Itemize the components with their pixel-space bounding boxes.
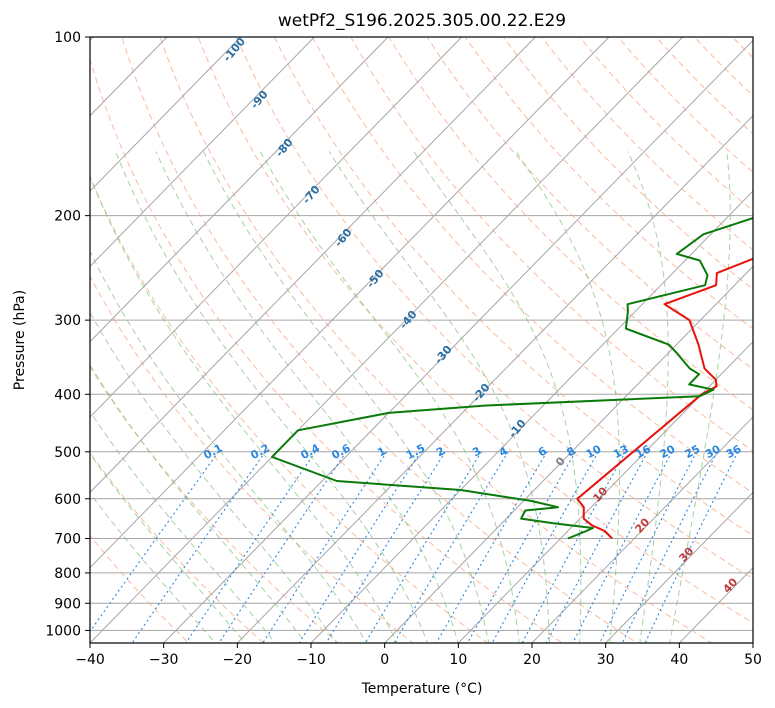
isotherm-line: [90, 37, 242, 192]
x-axis-label: Temperature (°C): [361, 681, 483, 697]
y-tick-label: 800: [54, 566, 81, 582]
x-tick-label: 30: [597, 652, 615, 668]
background-lines: [90, 37, 753, 643]
mixing-ratio-line: [545, 451, 649, 643]
mixing-ratio-label: 25: [683, 442, 703, 461]
x-tick-label: −30: [149, 652, 179, 668]
mixing-ratio-label: 20: [658, 442, 678, 461]
y-tick-label: 900: [54, 596, 81, 612]
moist-adiabat-line: [515, 151, 620, 643]
y-tick-label: 200: [54, 209, 81, 225]
mixing-ratio-line: [491, 451, 599, 643]
dry-adiabat-line: [312, 37, 753, 494]
dewpoint-profile-line: [271, 216, 753, 540]
y-tick-label: 100: [54, 30, 81, 46]
y-tick-label: 300: [54, 313, 81, 329]
moist-adiabat-line: [203, 151, 490, 643]
y-tick-label: 600: [54, 492, 81, 508]
dry-adiabat-line: [273, 37, 753, 537]
mixing-ratio-line: [131, 451, 266, 643]
dry-adiabat-line: [350, 37, 753, 452]
x-tick-label: 20: [523, 652, 541, 668]
plot-area: [90, 37, 753, 643]
mixing-ratio-line: [185, 451, 316, 643]
dry-adiabat-line: [90, 175, 489, 643]
plot-frame: [89, 36, 754, 644]
mixing-ratio-label: 13: [611, 442, 631, 461]
isotherm-line: [457, 340, 753, 643]
axes: −40 −30 −20 −10 0 10 20 30 40 50 100 200 300 400 500 60…: [45, 30, 762, 668]
isotherm-line: [90, 37, 684, 643]
dry-adiabat-line: [90, 57, 564, 643]
dry-adiabat-line: [464, 37, 753, 330]
moist-adiabat-line: [90, 174, 398, 643]
moist-adiabat-line: [115, 151, 429, 643]
dry-adiabat-line: [197, 37, 753, 624]
x-tick-label: 40: [670, 652, 688, 668]
isotherm-line: [384, 265, 753, 643]
dry-adiabat-line: [159, 37, 713, 643]
isotherm-line: [236, 115, 753, 643]
mixing-ratio-line: [325, 451, 446, 643]
x-tick-label: −20: [223, 652, 253, 668]
dry-adiabat-line: [235, 37, 753, 580]
x-tick-label: 0: [380, 652, 389, 668]
x-tick-label: 10: [449, 652, 467, 668]
x-tick-label: 50: [744, 652, 762, 668]
isotherm-line: [531, 416, 753, 643]
moist-adiabat-line: [669, 151, 731, 643]
chart-title: wetPf2_S196.2025.305.00.22.E29: [278, 11, 566, 31]
isotherm-line: [163, 39, 753, 643]
y-tick-label: 500: [54, 445, 81, 461]
isotherm-line: [310, 190, 753, 643]
mixing-ratio-line: [262, 451, 388, 643]
moist-adiabat-line: [90, 410, 276, 643]
isotherm-line: [90, 37, 610, 569]
moist-adiabat-line: [413, 151, 582, 643]
x-tick-label: −10: [296, 652, 326, 668]
y-tick-label: 1000: [45, 623, 81, 639]
moist-adiabat-line: [328, 151, 550, 643]
mixing-ratio-label: 30: [703, 442, 723, 461]
x-tick-label: −40: [75, 652, 105, 668]
mixing-ratio-line: [218, 451, 347, 643]
dry-adiabat-line: [90, 366, 340, 643]
moist-adiabat-line: [155, 151, 459, 643]
dry-adiabat-line: [121, 37, 638, 643]
isotherm-line: [90, 37, 389, 343]
dry-adiabat-line: [617, 37, 753, 173]
mixing-ratio-line: [90, 451, 219, 633]
moist-adiabat-line: [259, 151, 520, 643]
moist-adiabat-line: [90, 250, 367, 643]
mixing-ratio-line: [435, 451, 548, 643]
mixing-ratio-line: [521, 451, 627, 643]
mixing-ratio-label: 16: [633, 442, 653, 461]
y-tick-label: 700: [54, 532, 81, 548]
y-axis-label: Pressure (hPa): [12, 290, 28, 390]
mixing-ratio-label: 36: [724, 442, 744, 461]
y-tick-label: 400: [54, 387, 81, 403]
dry-adiabat-line: [579, 37, 753, 212]
mixing-ratio-label: 10: [584, 442, 604, 461]
isotherm-line: [90, 37, 536, 494]
profile-lines: [271, 216, 753, 540]
isotherm-line: [90, 37, 315, 268]
dry-adiabat-line: [426, 37, 753, 370]
moist-adiabat-line: [90, 453, 246, 643]
temperature-profile-line: [576, 257, 753, 540]
isotherm-line: [90, 37, 463, 418]
isotherm-line: [605, 491, 753, 643]
mixing-ratio-line: [572, 451, 673, 643]
moist-adiabat-line: [627, 151, 669, 643]
